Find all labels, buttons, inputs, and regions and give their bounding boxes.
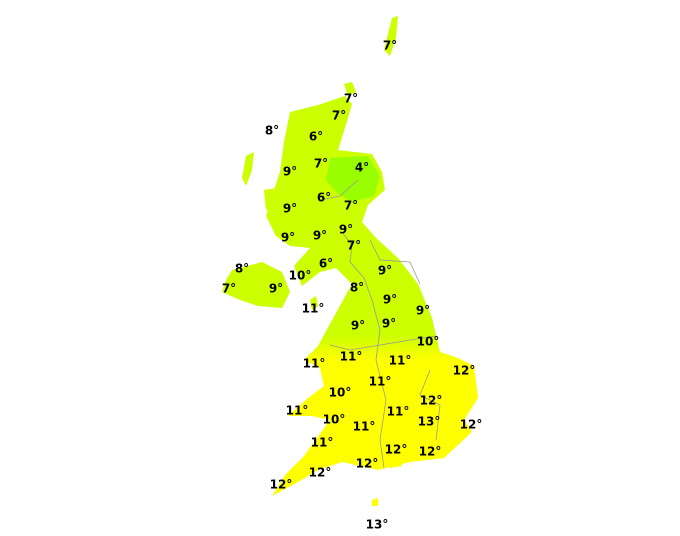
- temperature-label: 10°: [323, 413, 346, 427]
- shetland: [384, 16, 398, 56]
- temperature-label: 9°: [382, 317, 396, 331]
- temperature-label: 12°: [420, 394, 443, 408]
- temperature-label: 4°: [355, 161, 369, 175]
- temperature-label: 7°: [344, 199, 358, 213]
- skye: [264, 188, 278, 210]
- temperature-labels: 7° 7° 7° 8° 6° 7° 4° 9° 6° 7° 9° 9° 9° 9° 7° 8° 6° 10° 9° 7…: [222, 39, 483, 532]
- temperature-label: 11°: [302, 302, 325, 316]
- temperature-label: 8°: [350, 281, 364, 295]
- temperature-label: 6°: [309, 130, 323, 144]
- temperature-label: 8°: [235, 262, 249, 276]
- temperature-label: 7°: [383, 39, 397, 53]
- temperature-label: 11°: [303, 357, 326, 371]
- temperature-label: 9°: [416, 304, 430, 318]
- temperature-label: 7°: [222, 282, 236, 296]
- temperature-label: 9°: [283, 202, 297, 216]
- temperature-label: 13°: [366, 518, 389, 532]
- temperature-label: 12°: [453, 364, 476, 378]
- temperature-label: 12°: [356, 457, 379, 471]
- temperature-label: 9°: [283, 165, 297, 179]
- outer-hebrides: [242, 152, 254, 186]
- temperature-label: 9°: [378, 264, 392, 278]
- northern-ireland: [222, 262, 290, 308]
- temperature-label: 6°: [317, 191, 331, 205]
- temperature-label: 11°: [389, 354, 412, 368]
- temperature-label: 11°: [353, 420, 376, 434]
- cold-core: [326, 156, 380, 202]
- temperature-label: 9°: [383, 293, 397, 307]
- temperature-label: 9°: [313, 229, 327, 243]
- temperature-label: 7°: [344, 92, 358, 106]
- temperature-label: 7°: [332, 109, 346, 123]
- temperature-label: 6°: [319, 257, 333, 271]
- temperature-label: 12°: [309, 466, 332, 480]
- temperature-label: 10°: [289, 269, 312, 283]
- temperature-label: 8°: [265, 124, 279, 138]
- temperature-label: 13°: [418, 415, 441, 429]
- temperature-label: 11°: [311, 436, 334, 450]
- great-britain: [266, 96, 478, 496]
- landmass: [222, 16, 478, 506]
- temperature-label: 9°: [269, 282, 283, 296]
- region-boundaries: [319, 179, 441, 469]
- channel-islands: [372, 498, 378, 506]
- temperature-label: 9°: [351, 319, 365, 333]
- temperature-label: 11°: [340, 350, 363, 364]
- temperature-label: 7°: [347, 239, 361, 253]
- temperature-label: 12°: [419, 445, 442, 459]
- temperature-label: 9°: [281, 231, 295, 245]
- temperature-label: 10°: [329, 386, 352, 400]
- temperature-label: 12°: [270, 478, 293, 492]
- temperature-label: 7°: [314, 157, 328, 171]
- temperature-label: 12°: [460, 418, 483, 432]
- isle-of-man: [310, 296, 318, 310]
- temperature-label: 11°: [286, 404, 309, 418]
- temperature-label: 10°: [417, 335, 440, 349]
- temperature-label: 11°: [369, 375, 392, 389]
- isle-of-wight: [388, 458, 402, 468]
- orkney: [344, 82, 356, 96]
- temperature-label: 9°: [339, 223, 353, 237]
- temperature-label: 11°: [387, 405, 410, 419]
- temperature-label: 12°: [385, 443, 408, 457]
